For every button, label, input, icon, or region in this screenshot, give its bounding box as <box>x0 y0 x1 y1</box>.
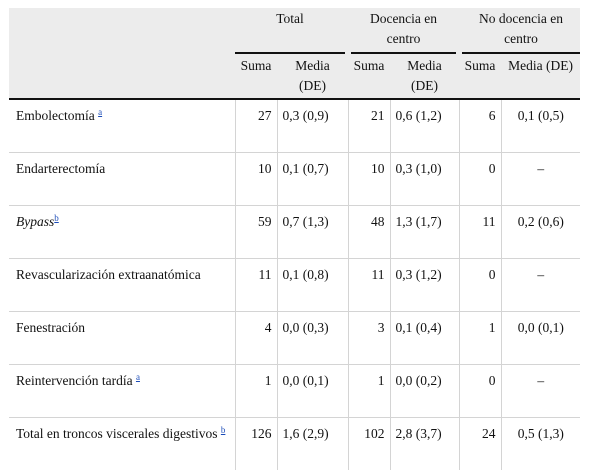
no-docencia-mean: 0,5 (1,3) <box>501 418 580 470</box>
docencia-mean: 2,8 (3,7) <box>390 418 459 470</box>
table-row: Total en troncos viscerales digestivos b… <box>9 418 580 470</box>
footnote-link[interactable]: a <box>98 107 102 117</box>
row-label: Fenestración <box>9 312 235 365</box>
total-mean: 0,0 (0,3) <box>277 312 348 365</box>
footnote-link[interactable]: b <box>54 213 59 223</box>
docencia-sum: 48 <box>348 206 390 259</box>
table-row: Endarterectomía 10 0,1 (0,7) 10 0,3 (1,0… <box>9 153 580 206</box>
group-header-total: Total <box>235 8 348 53</box>
row-label: Embolectomía a <box>9 99 235 153</box>
no-docencia-mean: 0,0 (0,1) <box>501 312 580 365</box>
docencia-sum: 1 <box>348 365 390 418</box>
no-docencia-mean: 0,2 (0,6) <box>501 206 580 259</box>
subheader-sum: Suma <box>348 53 390 99</box>
total-mean: 0,1 (0,8) <box>277 259 348 312</box>
no-docencia-mean: 0,1 (0,5) <box>501 99 580 153</box>
procedures-table: Total Docencia en centro No docencia en … <box>9 8 580 470</box>
docencia-mean: 1,3 (1,7) <box>390 206 459 259</box>
docencia-mean: 0,1 (0,4) <box>390 312 459 365</box>
docencia-sum: 21 <box>348 99 390 153</box>
row-label: Endarterectomía <box>9 153 235 206</box>
table-row: Embolectomía a 27 0,3 (0,9) 21 0,6 (1,2)… <box>9 99 580 153</box>
total-sum: 27 <box>235 99 277 153</box>
no-docencia-sum: 11 <box>459 206 501 259</box>
total-mean: 0,3 (0,9) <box>277 99 348 153</box>
no-docencia-sum: 6 <box>459 99 501 153</box>
docencia-mean: 0,3 (1,0) <box>390 153 459 206</box>
subheader-mean: Media (DE) <box>501 53 580 99</box>
footnote-link[interactable]: b <box>221 425 226 435</box>
total-mean: 1,6 (2,9) <box>277 418 348 470</box>
total-sum: 11 <box>235 259 277 312</box>
docencia-sum: 102 <box>348 418 390 470</box>
row-label: Total en troncos viscerales digestivos b <box>9 418 235 470</box>
total-sum: 59 <box>235 206 277 259</box>
total-sum: 4 <box>235 312 277 365</box>
total-mean: 0,1 (0,7) <box>277 153 348 206</box>
docencia-sum: 10 <box>348 153 390 206</box>
subheader-mean: Media (DE) <box>390 53 459 99</box>
subheader-sum: Suma <box>235 53 277 99</box>
no-docencia-sum: 0 <box>459 153 501 206</box>
docencia-mean: 0,3 (1,2) <box>390 259 459 312</box>
docencia-sum: 11 <box>348 259 390 312</box>
total-sum: 1 <box>235 365 277 418</box>
row-label: Bypassb <box>9 206 235 259</box>
subheader-mean: Media (DE) <box>277 53 348 99</box>
total-mean: 0,7 (1,3) <box>277 206 348 259</box>
footnote-link[interactable]: a <box>136 372 140 382</box>
table-row: Fenestración 4 0,0 (0,3) 3 0,1 (0,4) 1 0… <box>9 312 580 365</box>
group-header-no-docencia: No docencia en centro <box>459 8 580 53</box>
table-row: Revascularización extraanatómica 11 0,1 … <box>9 259 580 312</box>
no-docencia-mean: – <box>501 259 580 312</box>
docencia-sum: 3 <box>348 312 390 365</box>
corner-cell <box>9 8 235 99</box>
total-sum: 10 <box>235 153 277 206</box>
no-docencia-mean: – <box>501 365 580 418</box>
subheader-sum: Suma <box>459 53 501 99</box>
row-label: Revascularización extraanatómica <box>9 259 235 312</box>
group-header-docencia: Docencia en centro <box>348 8 459 53</box>
no-docencia-sum: 24 <box>459 418 501 470</box>
table-row: Bypassb 59 0,7 (1,3) 48 1,3 (1,7) 11 0,2… <box>9 206 580 259</box>
row-label: Reintervención tardía a <box>9 365 235 418</box>
no-docencia-mean: – <box>501 153 580 206</box>
total-sum: 126 <box>235 418 277 470</box>
docencia-mean: 0,6 (1,2) <box>390 99 459 153</box>
docencia-mean: 0,0 (0,2) <box>390 365 459 418</box>
table-row: Reintervención tardía a 1 0,0 (0,1) 1 0,… <box>9 365 580 418</box>
no-docencia-sum: 0 <box>459 259 501 312</box>
no-docencia-sum: 1 <box>459 312 501 365</box>
no-docencia-sum: 0 <box>459 365 501 418</box>
total-mean: 0,0 (0,1) <box>277 365 348 418</box>
